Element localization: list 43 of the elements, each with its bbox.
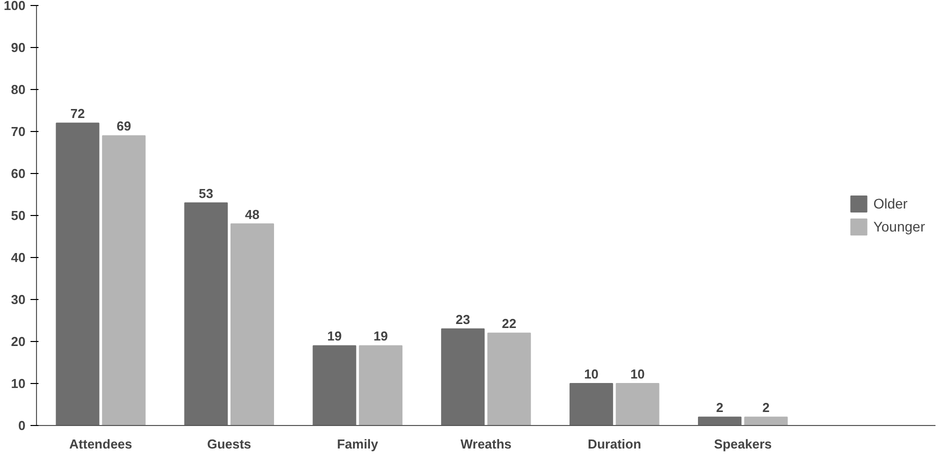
y-tick-label: 10 bbox=[11, 376, 26, 391]
bar bbox=[744, 416, 788, 426]
data-label: 2 bbox=[716, 400, 724, 416]
data-label: 19 bbox=[327, 328, 342, 344]
data-label: 10 bbox=[630, 366, 645, 382]
y-tick-label: 50 bbox=[11, 208, 26, 223]
y-tick-label: 70 bbox=[11, 124, 26, 139]
bar bbox=[570, 383, 614, 426]
x-tick-label: Wreaths bbox=[460, 436, 512, 452]
y-tick-label: 40 bbox=[11, 250, 26, 265]
y-tick-label: 80 bbox=[11, 82, 26, 97]
data-label: 72 bbox=[70, 106, 85, 122]
bar bbox=[102, 135, 146, 426]
y-tick-label: 100 bbox=[4, 0, 26, 13]
y-tick-label: 0 bbox=[18, 418, 26, 433]
data-label: 10 bbox=[584, 366, 599, 382]
x-tick-label: Guests bbox=[207, 436, 252, 452]
bar bbox=[184, 202, 228, 426]
legend-label: Younger bbox=[873, 218, 925, 234]
data-label: 23 bbox=[456, 312, 470, 327]
bar bbox=[698, 416, 742, 426]
x-tick-label: Speakers bbox=[714, 436, 772, 452]
y-tick-label: 90 bbox=[11, 40, 26, 55]
bar bbox=[312, 345, 356, 426]
data-label: 53 bbox=[198, 186, 214, 201]
data-label: 22 bbox=[502, 316, 516, 332]
data-label: 2 bbox=[762, 400, 770, 416]
x-tick-label: Attendees bbox=[69, 436, 132, 452]
data-label: 69 bbox=[116, 118, 132, 134]
bar bbox=[56, 122, 100, 426]
bar bbox=[487, 332, 531, 426]
bar bbox=[616, 383, 660, 426]
bar bbox=[358, 345, 402, 426]
legend-label: Older bbox=[873, 196, 908, 212]
data-label: 19 bbox=[373, 328, 388, 344]
bar bbox=[230, 223, 274, 426]
x-tick-label: Duration bbox=[588, 436, 642, 452]
y-tick-label: 60 bbox=[11, 166, 26, 181]
y-tick-label: 30 bbox=[11, 292, 26, 307]
data-label: 48 bbox=[245, 206, 260, 222]
bar bbox=[441, 328, 485, 426]
y-tick-label: 20 bbox=[11, 334, 26, 349]
x-tick-label: Family bbox=[336, 436, 379, 452]
